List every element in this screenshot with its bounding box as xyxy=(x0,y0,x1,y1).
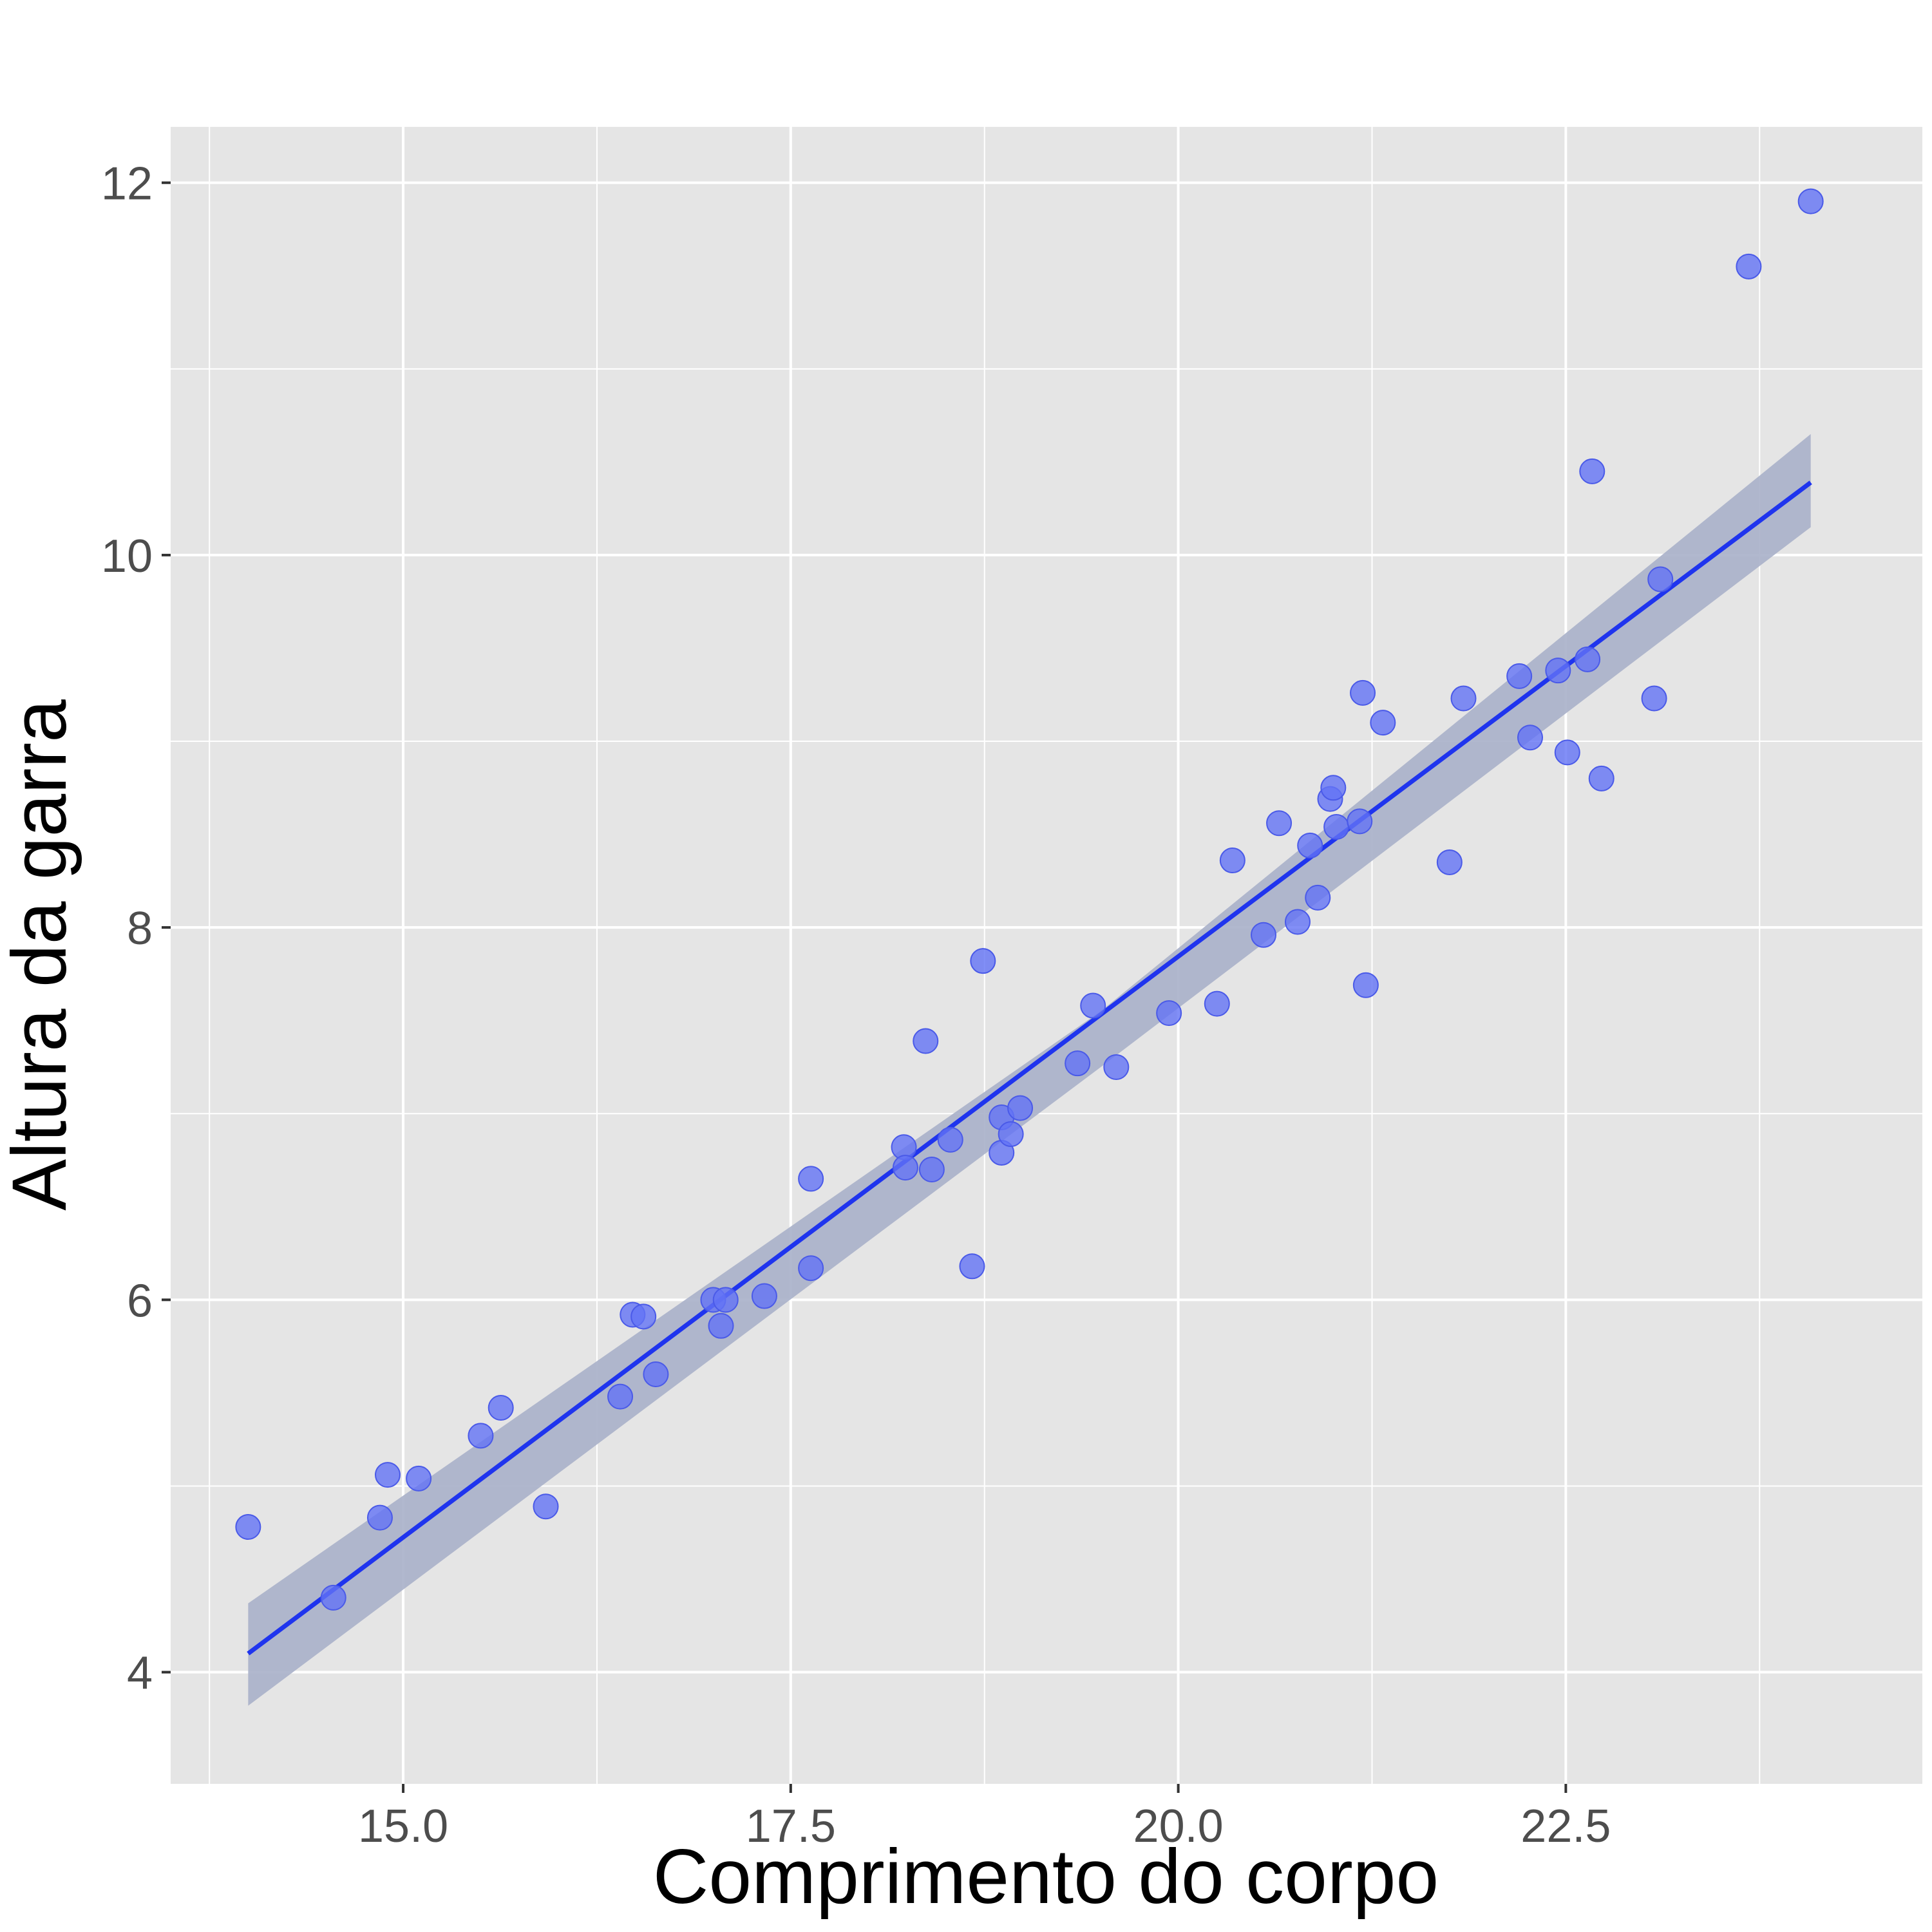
data-point xyxy=(1347,808,1373,835)
data-point xyxy=(1641,685,1667,712)
data-point xyxy=(643,1361,669,1387)
data-points xyxy=(235,188,1824,1611)
data-point xyxy=(959,1253,985,1280)
data-point xyxy=(1250,922,1276,948)
data-point xyxy=(1352,972,1379,998)
data-point xyxy=(1350,679,1376,706)
data-point xyxy=(970,948,996,974)
y-tick-label: 4 xyxy=(127,1648,153,1700)
data-point xyxy=(366,1504,393,1531)
data-point xyxy=(607,1383,634,1410)
x-tick-label: 22.5 xyxy=(1520,1801,1611,1852)
x-tick-label: 17.5 xyxy=(746,1801,836,1852)
x-axis-title: Comprimento do corpo xyxy=(653,1833,1439,1920)
data-point xyxy=(1007,1095,1034,1121)
data-point xyxy=(406,1465,432,1492)
data-point xyxy=(1080,992,1106,1019)
data-point xyxy=(1545,658,1571,684)
data-point xyxy=(1506,663,1533,689)
data-point xyxy=(892,1155,918,1181)
data-point xyxy=(374,1462,401,1488)
data-point xyxy=(998,1121,1024,1148)
data-point xyxy=(1323,814,1350,840)
data-point xyxy=(1575,646,1601,672)
data-point xyxy=(235,1514,261,1540)
data-point xyxy=(708,1312,734,1339)
data-point xyxy=(488,1395,514,1421)
data-point xyxy=(1156,1000,1182,1027)
x-tick-label: 20.0 xyxy=(1133,1801,1224,1852)
data-point xyxy=(1588,765,1615,791)
data-point xyxy=(1647,566,1674,592)
data-point xyxy=(1436,849,1463,875)
data-point xyxy=(468,1423,494,1449)
data-point xyxy=(1370,710,1396,736)
data-point xyxy=(798,1255,824,1282)
data-point xyxy=(1266,810,1293,837)
data-point xyxy=(1204,990,1230,1017)
y-tick-label: 10 xyxy=(101,531,153,582)
data-point xyxy=(937,1126,963,1153)
data-point xyxy=(320,1584,346,1611)
data-point xyxy=(918,1156,945,1182)
data-point xyxy=(1517,724,1544,751)
y-axis-title: Altura da garra xyxy=(0,699,82,1211)
data-point xyxy=(1305,884,1331,911)
x-axis-ticks: 15.0 17.5 20.0 22.5 xyxy=(358,1784,1611,1852)
data-point xyxy=(1579,458,1605,484)
data-point xyxy=(630,1303,657,1330)
data-point xyxy=(712,1287,739,1313)
data-point xyxy=(1554,739,1580,766)
data-point xyxy=(1797,188,1824,214)
data-point xyxy=(1297,832,1323,858)
data-point xyxy=(1736,253,1762,279)
data-point xyxy=(533,1493,559,1520)
data-point xyxy=(1103,1054,1130,1080)
data-point xyxy=(1320,775,1347,801)
data-point xyxy=(798,1166,824,1192)
data-point xyxy=(1065,1050,1091,1077)
data-point xyxy=(751,1283,777,1309)
y-tick-label: 8 xyxy=(127,903,153,954)
data-point xyxy=(1450,685,1477,712)
data-point xyxy=(1219,848,1245,874)
y-tick-label: 6 xyxy=(127,1275,153,1327)
y-tick-label: 12 xyxy=(101,158,153,210)
data-point xyxy=(1284,909,1311,935)
data-point xyxy=(913,1028,939,1054)
x-tick-label: 15.0 xyxy=(358,1801,448,1852)
y-axis-ticks: 4 6 8 10 12 xyxy=(101,158,171,1700)
